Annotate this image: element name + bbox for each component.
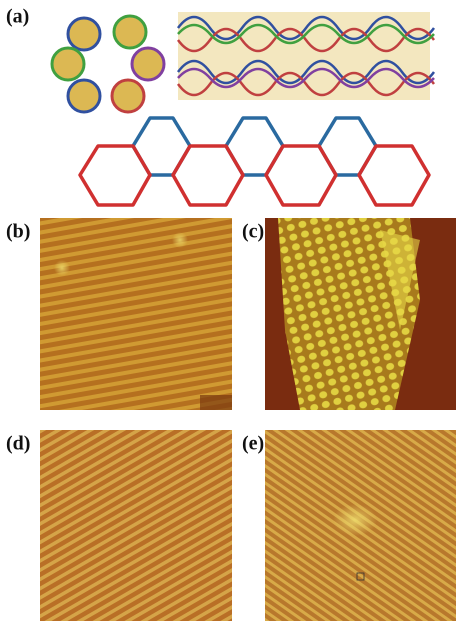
bundle-cross-section <box>52 16 164 112</box>
afm-image <box>40 430 232 621</box>
fft-image <box>265 430 456 621</box>
afm-image <box>40 218 232 410</box>
hexagon-chain <box>80 118 429 205</box>
panel-label: (b) <box>6 221 30 243</box>
panel-label: (d) <box>6 433 30 455</box>
bundle-side-view <box>178 12 434 100</box>
panel-label: (e) <box>242 433 264 455</box>
figure: (a) (b) (c) (d) (e) <box>0 0 456 621</box>
afm-image <box>265 218 456 410</box>
panel-label: (a) <box>6 6 29 28</box>
panel-label: (c) <box>242 221 264 243</box>
